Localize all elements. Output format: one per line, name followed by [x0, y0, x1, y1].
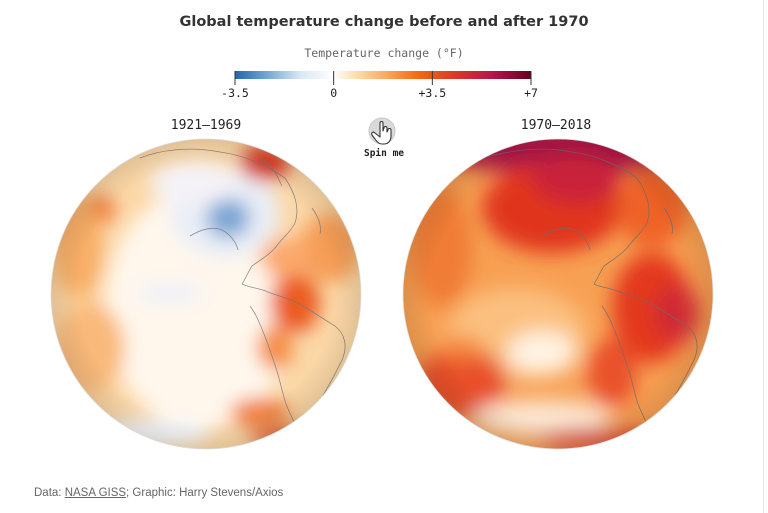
globe-1921-1969[interactable] — [50, 138, 362, 450]
page-edge-divider — [763, 0, 764, 513]
legend-tick-label: 0 — [330, 86, 338, 100]
legend-title: Temperature change (°F) — [304, 46, 464, 60]
color-legend — [234, 71, 532, 85]
legend-ticks — [234, 71, 532, 85]
spin-me-button[interactable] — [358, 116, 408, 162]
source-suffix: ; Graphic: Harry Stevens/Axios — [126, 487, 284, 499]
hand-pointer-icon — [368, 117, 396, 145]
legend-tick-label: +3.5 — [418, 86, 447, 100]
chart-title: Global temperature change before and aft… — [179, 14, 589, 30]
spin-me-label: Spin me — [363, 148, 405, 159]
legend-tick-label: -3.5 — [221, 86, 249, 100]
globe-label-1970-2018: 1970–2018 — [520, 118, 592, 133]
source-credit: Data: NASA GISS; Graphic: Harry Stevens/… — [34, 487, 283, 499]
globe-label-1921-1969: 1921–1969 — [170, 118, 242, 133]
legend-tick-label: +7 — [524, 86, 538, 100]
nasa-giss-link[interactable]: NASA GISS — [64, 487, 127, 499]
source-prefix: Data: — [34, 487, 65, 499]
legend-color-ramp — [235, 71, 531, 79]
globe-1970-2018[interactable] — [402, 138, 714, 450]
